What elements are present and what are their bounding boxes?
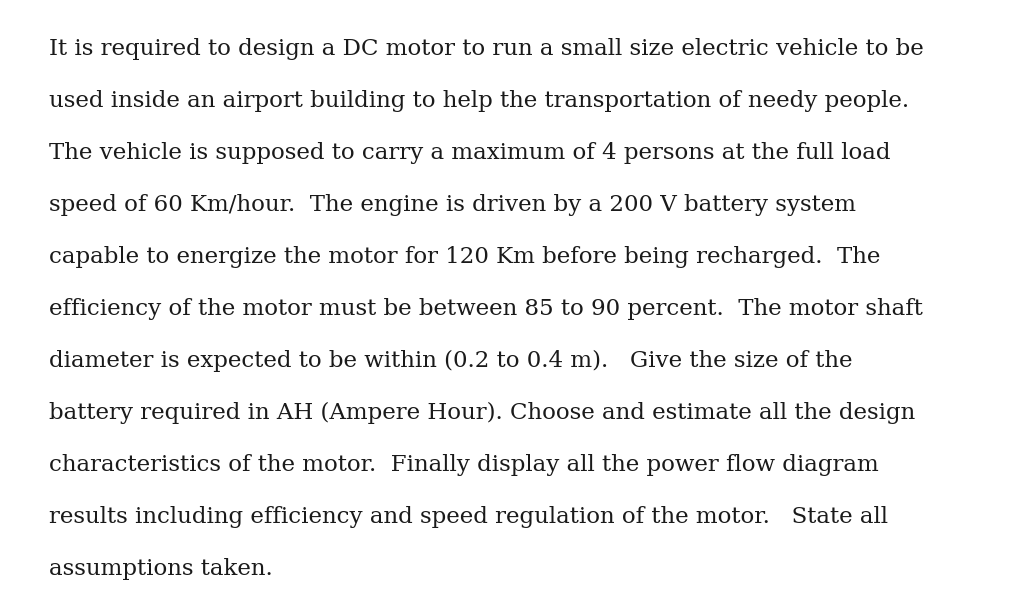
- Text: capable to energize the motor for 120 Km before being recharged.  The: capable to energize the motor for 120 Km…: [49, 246, 881, 268]
- Text: characteristics of the motor.  Finally display all the power flow diagram: characteristics of the motor. Finally di…: [49, 454, 879, 476]
- Text: used inside an airport building to help the transportation of needy people.: used inside an airport building to help …: [49, 90, 909, 112]
- Text: results including efficiency and speed regulation of the motor.   State all: results including efficiency and speed r…: [49, 506, 888, 528]
- Text: assumptions taken.: assumptions taken.: [49, 558, 273, 580]
- Text: The vehicle is supposed to carry a maximum of 4 persons at the full load: The vehicle is supposed to carry a maxim…: [49, 142, 891, 164]
- Text: diameter is expected to be within (0.2 to 0.4 m).   Give the size of the: diameter is expected to be within (0.2 t…: [49, 350, 852, 372]
- Text: It is required to design a DC motor to run a small size electric vehicle to be: It is required to design a DC motor to r…: [49, 38, 923, 60]
- Text: speed of 60 Km/hour.  The engine is driven by a 200 V battery system: speed of 60 Km/hour. The engine is drive…: [49, 194, 856, 216]
- Text: battery required in AH (Ampere Hour). Choose and estimate all the design: battery required in AH (Ampere Hour). Ch…: [49, 402, 915, 424]
- Text: efficiency of the motor must be between 85 to 90 percent.  The motor shaft: efficiency of the motor must be between …: [49, 298, 922, 320]
